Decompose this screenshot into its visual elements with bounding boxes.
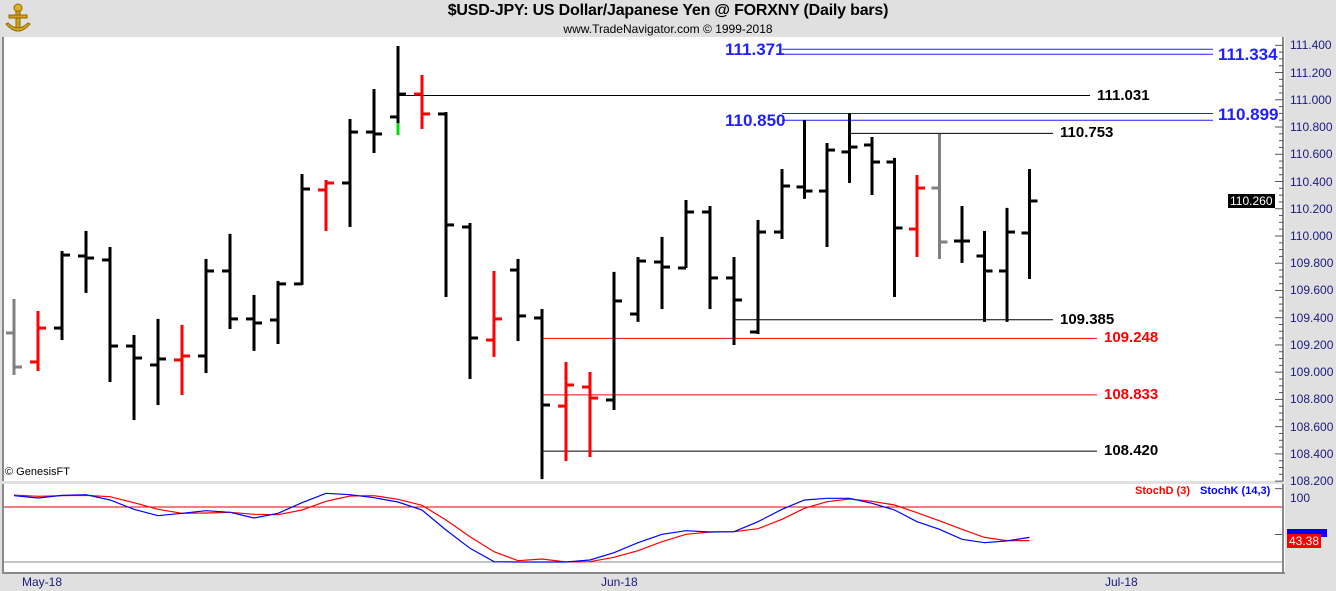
price-axis-label: 108.800 — [1290, 392, 1334, 407]
stoch-d-value-tag: 43.38 — [1287, 534, 1322, 548]
stoch-k-line — [13, 492, 1030, 563]
chart-subtitle: www.TradeNavigator.com © 1999-2018 — [563, 22, 773, 36]
trade-navigator-logo-icon — [5, 3, 31, 32]
date-label-may: May-18 — [22, 575, 63, 589]
stochastic-panel[interactable] — [2, 484, 1285, 574]
stoch-axis-label: 100 — [1290, 491, 1311, 505]
price-axis-label: 110.400 — [1290, 174, 1333, 189]
price-axis-label: 109.800 — [1290, 256, 1334, 271]
level-label: 110.753 — [1060, 124, 1114, 142]
price-axis-label: 110.200 — [1290, 201, 1333, 216]
price-axis-label: 111.200 — [1290, 65, 1332, 80]
stoch-k-value-tag — [1287, 529, 1327, 537]
legend-stoch-k: StochK (14,3) — [1200, 485, 1271, 497]
level-label: 110.899 — [1218, 104, 1279, 124]
level-label: 111.334 — [1218, 45, 1278, 65]
level-label: 111.371 — [725, 40, 785, 60]
last-price-tag: 110.260 — [1228, 194, 1275, 208]
level-label: 108.420 — [1104, 442, 1159, 460]
price-axis-label: 109.600 — [1290, 283, 1334, 298]
price-axis-label: 108.400 — [1290, 446, 1334, 461]
price-axis-label: 109.200 — [1290, 337, 1334, 352]
price-axis-label: 108.200 — [1290, 474, 1334, 489]
price-axis-label: 109.000 — [1290, 365, 1334, 380]
price-panel[interactable] — [2, 37, 1285, 481]
date-label-jun: Jun-18 — [601, 575, 638, 589]
price-axis-label: 108.600 — [1290, 419, 1334, 434]
chart-title: $USD-JPY: US Dollar/Japanese Yen @ FORXN… — [447, 2, 889, 19]
copyright-label: © GenesisFT — [5, 466, 70, 478]
level-label: 109.385 — [1060, 310, 1115, 328]
level-label: 108.833 — [1104, 385, 1159, 403]
legend-stoch-d: StochD (3) — [1135, 485, 1190, 497]
price-axis-label: 110.000 — [1290, 228, 1333, 243]
price-axis-label: 109.400 — [1290, 310, 1334, 325]
level-label: 110.850 — [725, 111, 786, 131]
level-label: 111.031 — [1097, 86, 1150, 104]
price-axis-label: 110.600 — [1290, 147, 1333, 162]
date-label-jul: Jul-18 — [1105, 575, 1138, 589]
price-axis-label: 111.000 — [1290, 92, 1332, 107]
price-axis-label: 110.800 — [1290, 120, 1333, 135]
price-axis-label: 111.400 — [1290, 38, 1332, 53]
level-label: 109.248 — [1104, 329, 1159, 347]
